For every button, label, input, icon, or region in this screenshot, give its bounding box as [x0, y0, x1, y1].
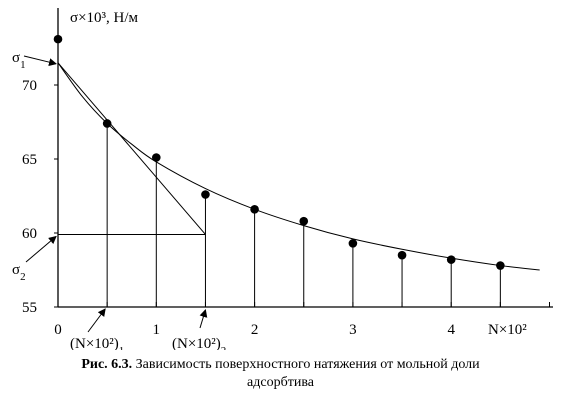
data-point-7: [397, 250, 407, 260]
y-tick-label-65: 65: [22, 152, 37, 168]
data-point-6: [348, 239, 358, 248]
data-point-8: [446, 255, 456, 264]
data-point-4: [250, 205, 259, 214]
annotations: σ1 σ2 (N×10²)1 (N×10²)2: [12, 50, 226, 350]
tick-labels: 55 60 65 70 0 1 2 3 4 σ×10³, Н/м N×10²: [22, 10, 527, 338]
data-point-3: [201, 190, 210, 199]
axes: [54, 8, 553, 308]
sigma2-label: σ2: [12, 262, 26, 283]
x-tick-label-2: 2: [251, 322, 259, 338]
y-tick-label-55: 55: [22, 300, 37, 316]
n2-label: (N×10²)2: [172, 336, 226, 350]
caption-line1: Зависимость поверхностного натяжения от …: [132, 357, 480, 372]
tangent-line: [57, 62, 206, 235]
caption-line2: адсорбтива: [247, 375, 314, 390]
x-axis-title: N×10²: [488, 322, 527, 338]
y-tick-label-60: 60: [22, 226, 37, 242]
chart: 55 60 65 70 0 1 2 3 4 σ×10³, Н/м N×10² σ1 σ2 (N×10²)…: [12, 8, 553, 350]
y-axis-title: σ×10³, Н/м: [70, 10, 139, 26]
x-tick-label-1: 1: [153, 322, 161, 338]
x-tick-label-0: 0: [54, 322, 62, 338]
data-point-5: [299, 216, 309, 226]
data-points: [53, 34, 505, 270]
y-tick-label-70: 70: [22, 78, 37, 94]
drop-lines: [106, 123, 501, 307]
x-tick-label-3: 3: [349, 322, 357, 338]
data-point-9: [496, 261, 505, 270]
caption-label: Рис. 6.3.: [81, 357, 133, 372]
curve-path: [57, 62, 540, 271]
construction-lines: [57, 62, 206, 235]
n1-arrow: [87, 308, 106, 333]
data-point-1: [102, 119, 112, 128]
data-point-0: [53, 34, 63, 44]
sigma1-arrow: [23, 55, 57, 67]
figure-caption: Рис. 6.3. Зависимость поверхностного нат…: [0, 356, 561, 392]
x-tick-label-4: 4: [447, 322, 455, 338]
fitted-curve: [57, 62, 540, 271]
n1-label: (N×10²)1: [70, 336, 124, 350]
sigma2-arrow: [25, 235, 57, 263]
sigma1-label: σ1: [12, 50, 26, 71]
data-point-2: [152, 153, 161, 162]
n2-arrow: [199, 309, 208, 329]
